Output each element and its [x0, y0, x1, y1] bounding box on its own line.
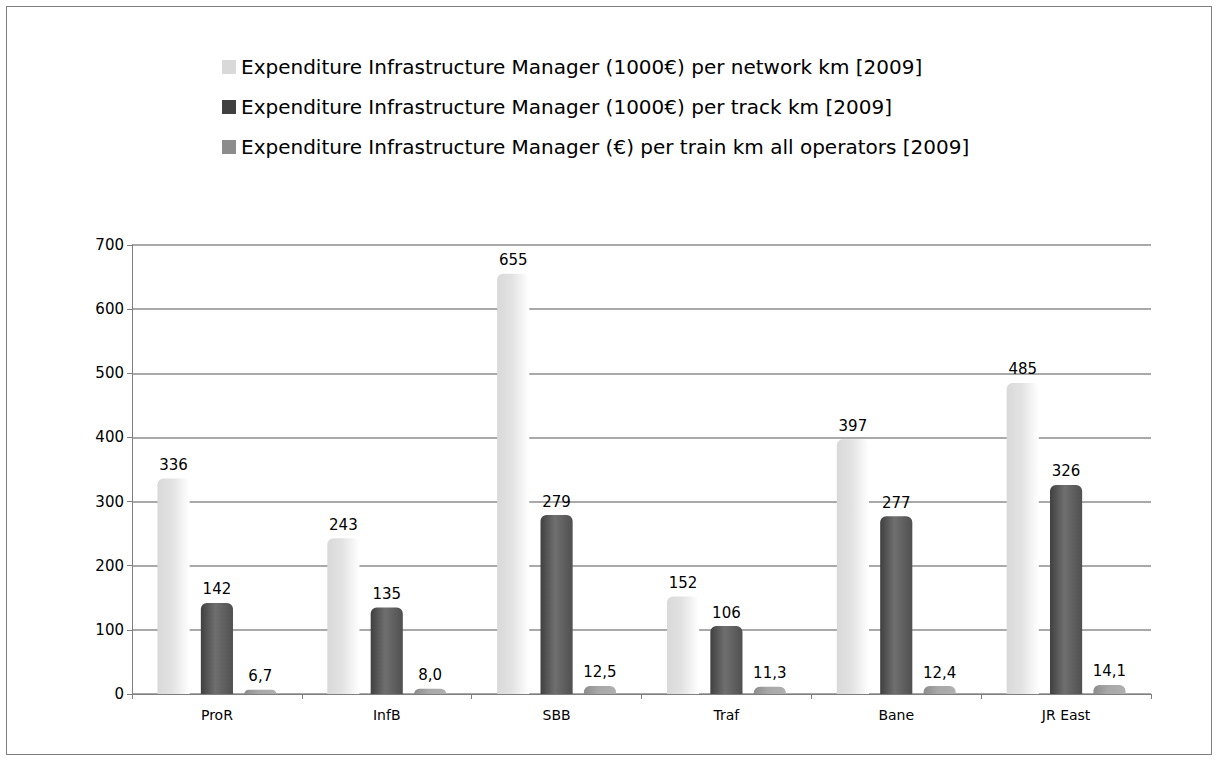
svg-text:12,4: 12,4: [923, 664, 956, 682]
svg-text:279: 279: [542, 493, 571, 511]
svg-text:152: 152: [669, 574, 698, 592]
svg-text:655: 655: [499, 251, 528, 269]
svg-text:Traf: Traf: [713, 707, 741, 723]
svg-text:Expenditure Infrastructure Man: Expenditure Infrastructure Manager (€) p…: [241, 135, 969, 159]
svg-text:Bane: Bane: [878, 707, 914, 723]
svg-text:142: 142: [203, 580, 232, 598]
svg-text:300: 300: [95, 493, 124, 511]
svg-text:100: 100: [95, 621, 124, 639]
svg-text:700: 700: [95, 236, 124, 254]
svg-text:11,3: 11,3: [753, 664, 786, 682]
svg-text:0: 0: [114, 685, 124, 703]
svg-text:SBB: SBB: [543, 707, 571, 723]
svg-text:400: 400: [95, 428, 124, 446]
svg-text:ProR: ProR: [201, 707, 233, 723]
svg-text:Expenditure Infrastructure Man: Expenditure Infrastructure Manager (1000…: [241, 95, 892, 119]
svg-text:397: 397: [839, 417, 868, 435]
svg-text:600: 600: [95, 300, 124, 318]
svg-text:326: 326: [1052, 462, 1081, 480]
svg-text:106: 106: [712, 604, 741, 622]
svg-text:14,1: 14,1: [1093, 662, 1126, 680]
svg-text:336: 336: [159, 456, 188, 474]
svg-text:200: 200: [95, 557, 124, 575]
svg-text:8,0: 8,0: [418, 666, 442, 684]
svg-text:6,7: 6,7: [248, 667, 272, 685]
svg-text:500: 500: [95, 364, 124, 382]
svg-text:485: 485: [1008, 360, 1037, 378]
svg-text:277: 277: [882, 494, 911, 512]
svg-text:135: 135: [372, 585, 401, 603]
svg-text:Expenditure Infrastructure Man: Expenditure Infrastructure Manager (1000…: [241, 55, 922, 79]
svg-text:12,5: 12,5: [583, 663, 616, 681]
svg-text:243: 243: [329, 516, 358, 534]
svg-text:JR East: JR East: [1041, 707, 1091, 723]
svg-text:InfB: InfB: [373, 707, 401, 723]
